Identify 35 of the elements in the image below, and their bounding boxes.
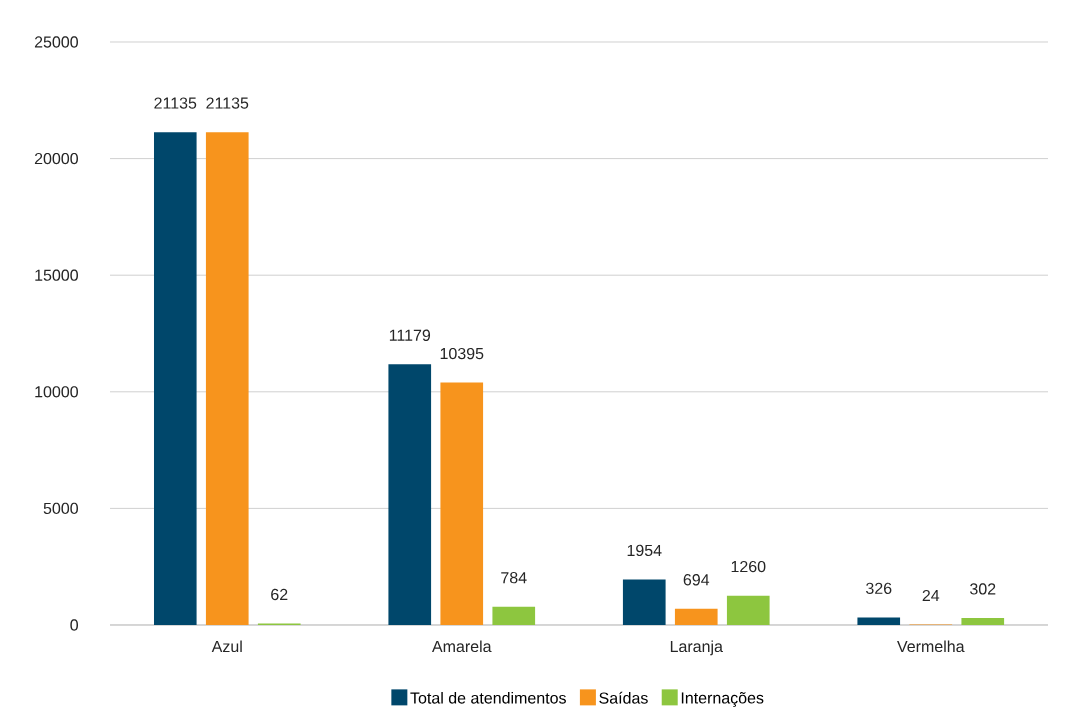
x-tick-label: Laranja [670, 640, 723, 656]
bar [857, 617, 901, 625]
y-tick-label: 25000 [34, 36, 78, 48]
data-label: 326 [866, 582, 892, 595]
data-label: 24 [922, 589, 940, 602]
bar [440, 382, 484, 625]
x-tick-label: Amarela [431, 640, 492, 653]
x-tick-label: Azul [211, 640, 242, 653]
data-label: 1954 [627, 544, 662, 557]
data-label: 21135 [206, 97, 249, 109]
bar [674, 608, 718, 625]
y-tick-label: 5000 [43, 502, 78, 515]
data-label: 1260 [731, 560, 766, 573]
y-tick-label: 0 [70, 619, 79, 631]
data-label: 302 [970, 583, 996, 595]
y-tick-label: 20000 [34, 152, 78, 165]
y-tick-label: 15000 [35, 269, 78, 281]
bar [622, 579, 666, 625]
data-label: 62 [271, 588, 288, 601]
legend-label: Saídas [599, 691, 648, 704]
bar [492, 606, 536, 625]
y-tick-label: 10000 [35, 386, 78, 398]
legend-label: Total de atendimentos [410, 691, 566, 704]
data-label: 10395 [440, 347, 484, 360]
legend-label: Internações [681, 691, 764, 707]
data-label: 11179 [389, 329, 431, 341]
bar [153, 132, 197, 625]
bar [388, 364, 432, 625]
bar [205, 132, 249, 625]
data-label: 694 [683, 574, 710, 586]
data-label: 21135 [154, 97, 197, 109]
bar [961, 617, 1005, 625]
data-label: 784 [501, 572, 527, 584]
bar [726, 595, 770, 625]
x-tick-label: Vermelha [897, 640, 965, 653]
